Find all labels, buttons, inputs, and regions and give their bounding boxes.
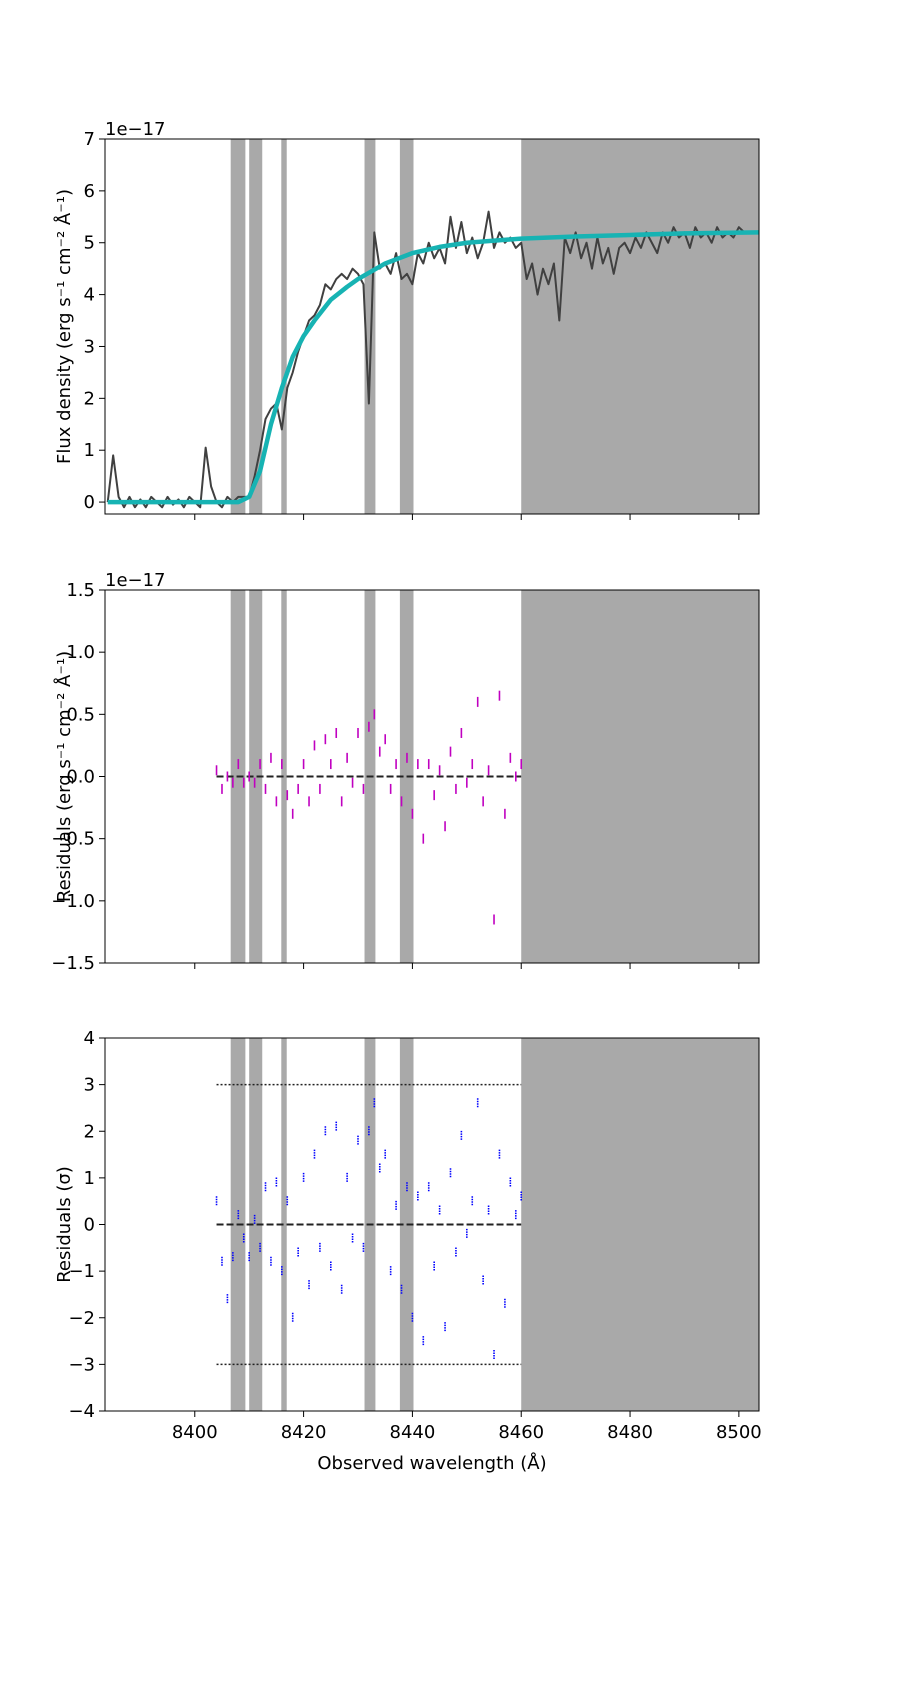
y-tick-label: 6 — [84, 181, 95, 202]
offset-label: 1e−17 — [105, 119, 166, 140]
y-tick-label: 7 — [84, 129, 95, 150]
y-tick-label: 2 — [84, 1121, 95, 1142]
offset-label: 1e−17 — [105, 570, 166, 591]
masked-region — [399, 139, 414, 514]
x-tick-label: 8460 — [498, 1422, 544, 1443]
y-tick-label: 3 — [84, 1075, 95, 1096]
x-tick-label: 8500 — [716, 1422, 762, 1443]
y-tick-label: 3 — [84, 336, 95, 357]
masked-region — [521, 139, 759, 514]
x-axis-label: Observed wavelength (Å) — [317, 1452, 546, 1474]
series-line — [107, 230, 759, 505]
y-axis-label: Residuals (σ) — [54, 1166, 75, 1283]
y-tick-label: 0 — [84, 492, 95, 513]
y-tick-label: 0.5 — [66, 704, 95, 725]
y-tick-label: −3 — [68, 1354, 95, 1375]
masked-region — [521, 590, 759, 963]
masked-region — [364, 139, 376, 514]
y-tick-label: −2 — [68, 1308, 95, 1329]
x-tick-label: 8440 — [390, 1422, 436, 1443]
y-tick-label: 0.0 — [66, 767, 95, 788]
y-axis-label: Residuals (erg s⁻¹ cm⁻² Å⁻¹) — [53, 651, 75, 902]
y-tick-label: 4 — [84, 285, 95, 306]
y-tick-label: 0 — [84, 1215, 95, 1236]
y-tick-label: 5 — [84, 233, 95, 254]
y-tick-label: −0.5 — [51, 829, 95, 850]
masked-region — [281, 139, 287, 514]
panel: 0 1 2 3 4 5 6 7 1e−17 Flux density (erg s⁻¹ cm⁻² … — [53, 119, 760, 520]
x-tick-label: 8400 — [172, 1422, 218, 1443]
axes-frame — [104, 138, 760, 515]
y-tick-label: 1.0 — [66, 642, 95, 663]
masked-region — [249, 139, 263, 514]
panel: −1.5 −1.0 −0.5 0.0 0.5 1.0 1.5 1e−17 Residuals (… — [51, 570, 760, 974]
y-tick-label: 4 — [84, 1028, 95, 1049]
masked-region — [230, 139, 246, 514]
y-tick-label: −1.0 — [51, 891, 95, 912]
masked-region — [281, 1038, 287, 1411]
x-tick-label: 8420 — [281, 1422, 327, 1443]
y-tick-label: 2 — [84, 388, 95, 409]
panel: −4 −3 −2 −1 0 1 2 3 4 8400 8420 8440 8460 8480 8500 Res… — [54, 1028, 762, 1474]
masked-region — [249, 590, 263, 963]
masked-region — [521, 1038, 759, 1411]
y-tick-label: −1.5 — [51, 953, 95, 974]
masked-region — [281, 590, 287, 963]
y-tick-label: 1.5 — [66, 580, 95, 601]
y-tick-label: −4 — [68, 1401, 95, 1422]
y-axis-label: Flux density (erg s⁻¹ cm⁻² Å⁻¹) — [53, 189, 75, 464]
masked-region — [249, 1038, 263, 1411]
x-tick-label: 8480 — [607, 1422, 653, 1443]
y-tick-label: 1 — [84, 440, 95, 461]
y-tick-label: 1 — [84, 1168, 95, 1189]
y-tick-label: −1 — [68, 1261, 95, 1282]
